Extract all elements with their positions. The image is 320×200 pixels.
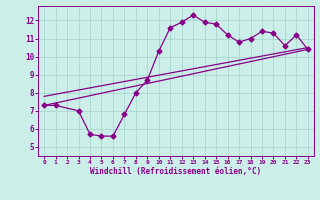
X-axis label: Windchill (Refroidissement éolien,°C): Windchill (Refroidissement éolien,°C) bbox=[91, 167, 261, 176]
